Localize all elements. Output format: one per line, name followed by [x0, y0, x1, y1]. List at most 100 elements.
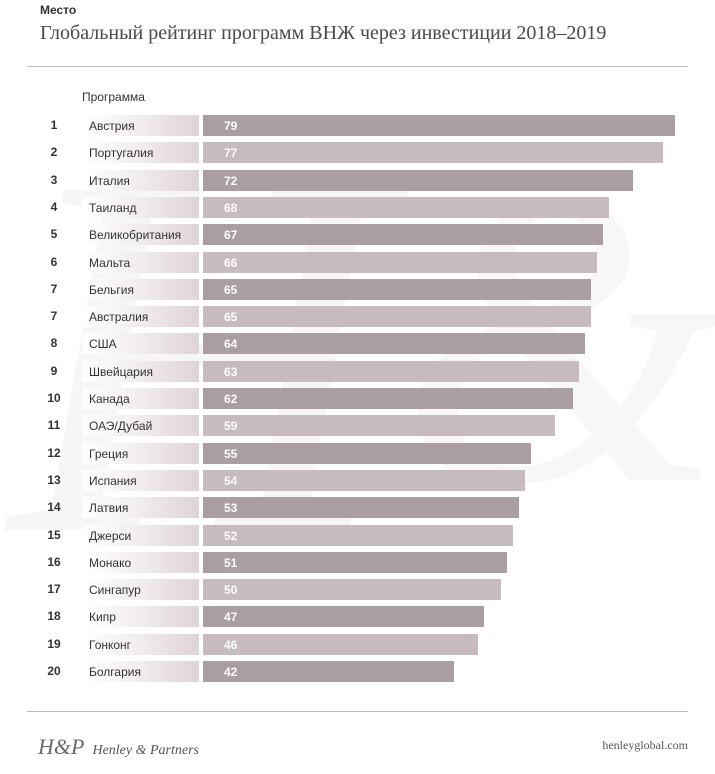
- top-divider: [27, 66, 688, 67]
- brand-name: Henley & Partners: [92, 743, 199, 758]
- bar-row: 11 ОАЭ/Дубай 59: [0, 415, 715, 437]
- bar-value-label: 66: [224, 255, 238, 270]
- program-label-background: [82, 306, 199, 328]
- program-label: Сингапур: [89, 583, 141, 598]
- program-label-background: [82, 579, 199, 601]
- rank-label: 13: [47, 472, 61, 487]
- logo-mark: H&P: [38, 734, 85, 759]
- bar: [203, 360, 579, 382]
- bar: [203, 551, 508, 573]
- bar-value-label: 67: [224, 228, 238, 243]
- rank-label: 8: [50, 336, 58, 351]
- program-label: Греция: [89, 446, 129, 461]
- bar-row: 8 США 64: [0, 333, 715, 355]
- program-label-background: [82, 142, 199, 164]
- bar-value-label: 51: [224, 555, 238, 570]
- program-label: Португалия: [89, 146, 154, 161]
- bar-row: 4 Таиланд 68: [0, 196, 715, 218]
- program-label-background: [82, 169, 199, 191]
- rank-column-header: Место: [40, 3, 77, 17]
- rank-label: 16: [47, 554, 61, 569]
- rank-label: 1: [50, 118, 58, 132]
- bar-value-label: 68: [224, 200, 238, 215]
- program-label: Мальта: [89, 255, 131, 270]
- program-label-background: [82, 524, 199, 546]
- bar-value-label: 54: [224, 473, 238, 488]
- value-column-header: Показатель: [206, 4, 275, 18]
- program-label-background: [82, 360, 199, 382]
- program-label-background: [82, 333, 199, 355]
- program-label-background: [82, 251, 199, 273]
- bar: [203, 579, 502, 601]
- bottom-divider: [27, 711, 688, 712]
- program-label: Швейцария: [89, 364, 154, 379]
- program-label-background: [82, 278, 199, 300]
- rank-label: 15: [47, 527, 61, 542]
- bar: [203, 469, 526, 491]
- program-label-background: [82, 442, 199, 464]
- rank-label: 5: [50, 227, 58, 242]
- bar: [203, 661, 454, 682]
- bar-value-label: 63: [224, 364, 238, 379]
- bar-row: 14 Латвия 53: [0, 497, 715, 519]
- program-label: ОАЭ/Дубай: [89, 419, 153, 434]
- bar: [203, 333, 585, 355]
- bar-row: 10 Канада 62: [0, 388, 715, 409]
- bar: [203, 633, 478, 655]
- rank-label: 10: [47, 391, 61, 405]
- website-link[interactable]: henleyglobal.com: [602, 738, 688, 752]
- rank-label: 6: [50, 254, 58, 269]
- bar-row: 12 Греция 55: [0, 442, 715, 464]
- bar-row: 7 Австралия 65: [0, 306, 715, 328]
- program-column-header: Программа: [82, 90, 145, 104]
- bar: [203, 196, 609, 218]
- bar-value-label: 53: [224, 501, 238, 516]
- bar: [203, 306, 591, 328]
- bar-row: 18 Кипр 47: [0, 606, 715, 628]
- bar-value-label: 64: [224, 337, 238, 352]
- bar: [203, 606, 484, 628]
- bar-row: 6 Мальта 66: [0, 251, 715, 273]
- program-label: Джерси: [89, 528, 132, 543]
- bar-row: 20 Болгария 42: [0, 661, 715, 682]
- bar: [203, 115, 675, 136]
- program-label-background: [82, 606, 199, 628]
- program-label: Австралия: [89, 310, 149, 325]
- bar-value-label: 65: [224, 310, 238, 325]
- bar: [203, 524, 514, 546]
- bar: [203, 251, 597, 273]
- rank-label: 4: [50, 199, 58, 214]
- program-label: Австрия: [89, 119, 135, 133]
- bar-row: 1 Австрия 79: [0, 115, 715, 136]
- program-label: Монако: [89, 555, 132, 570]
- program-label: Таиланд: [89, 200, 137, 215]
- program-label: Кипр: [89, 610, 116, 625]
- bar-value-label: 46: [224, 637, 238, 652]
- program-label-background: [82, 196, 199, 218]
- rank-label: 19: [47, 636, 61, 651]
- bar: [203, 388, 574, 409]
- rank-label: 14: [47, 500, 61, 515]
- bar-row: 3 Италия 72: [0, 169, 715, 191]
- program-label-background: [82, 551, 199, 573]
- bar-value-label: 72: [224, 173, 238, 188]
- bar-value-label: 79: [224, 119, 238, 133]
- program-label: Гонконг: [89, 637, 132, 652]
- bar-row: 5 Великобритания 67: [0, 224, 715, 246]
- bar: [203, 415, 556, 437]
- program-label: США: [89, 337, 117, 352]
- program-label-background: [82, 388, 199, 409]
- bar-row: 15 Джерси 52: [0, 524, 715, 546]
- bar-row: 17 Сингапур 50: [0, 579, 715, 601]
- bar-value-label: 50: [224, 583, 238, 598]
- bar-value-label: 59: [224, 419, 238, 434]
- program-label-background: [82, 115, 199, 136]
- bar-value-label: 42: [224, 665, 238, 679]
- program-label-background: [82, 661, 199, 682]
- bar-row: 7 Бельгия 65: [0, 278, 715, 300]
- program-label: Испания: [89, 473, 137, 488]
- program-label: Болгария: [89, 665, 141, 679]
- program-label-background: [82, 415, 199, 437]
- bar-row: 19 Гонконг 46: [0, 633, 715, 655]
- program-label: Латвия: [89, 501, 129, 516]
